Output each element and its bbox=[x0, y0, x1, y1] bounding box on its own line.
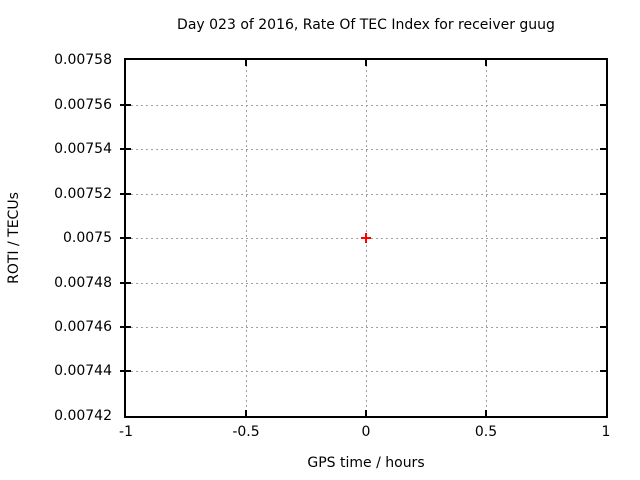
chart-title: Day 023 of 2016, Rate Of TEC Index for r… bbox=[177, 17, 555, 33]
x-tick-label: 0 bbox=[361, 424, 371, 440]
y-tick-label: 0.00754 bbox=[54, 141, 112, 157]
gridline-x bbox=[486, 60, 487, 416]
y-tick-mark bbox=[600, 193, 606, 195]
y-tick-label: 0.00748 bbox=[54, 275, 112, 291]
y-tick-mark bbox=[600, 326, 606, 328]
plot-area bbox=[120, 58, 608, 418]
y-tick-mark bbox=[120, 193, 131, 195]
y-tick-mark bbox=[600, 104, 606, 106]
x-tick-mark bbox=[365, 60, 367, 66]
y-tick-mark bbox=[120, 282, 131, 284]
x-axis-label: GPS time / hours bbox=[307, 455, 425, 471]
x-tick-label: 1 bbox=[601, 424, 611, 440]
data-point-bar bbox=[365, 233, 367, 243]
y-tick-mark bbox=[120, 104, 131, 106]
y-tick-label: 0.00742 bbox=[54, 408, 112, 424]
y-tick-label: 0.00758 bbox=[54, 52, 112, 68]
y-tick-mark bbox=[600, 370, 606, 372]
x-tick-mark bbox=[245, 60, 247, 66]
data-point-marker bbox=[361, 233, 371, 243]
y-tick-mark bbox=[120, 148, 131, 150]
y-tick-label: 0.00744 bbox=[54, 363, 112, 379]
x-tick-label: 0.5 bbox=[474, 424, 498, 440]
x-tick-mark bbox=[365, 410, 367, 416]
y-tick-mark bbox=[120, 237, 131, 239]
y-tick-mark bbox=[120, 370, 131, 372]
y-tick-mark bbox=[600, 148, 606, 150]
gridline-x bbox=[246, 60, 247, 416]
y-tick-mark bbox=[600, 282, 606, 284]
y-tick-mark bbox=[600, 237, 606, 239]
x-tick-mark bbox=[485, 410, 487, 416]
y-tick-label: 0.0075 bbox=[63, 230, 112, 246]
x-tick-label: -0.5 bbox=[232, 424, 260, 440]
x-tick-mark bbox=[245, 410, 247, 416]
y-tick-label: 0.00756 bbox=[54, 97, 112, 113]
y-tick-label: 0.00752 bbox=[54, 186, 112, 202]
x-tick-label: -1 bbox=[119, 424, 133, 440]
x-tick-mark bbox=[485, 60, 487, 66]
y-tick-label: 0.00746 bbox=[54, 319, 112, 335]
y-tick-mark bbox=[120, 326, 131, 328]
